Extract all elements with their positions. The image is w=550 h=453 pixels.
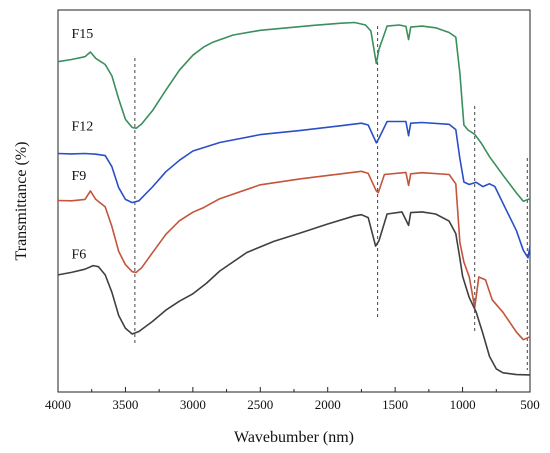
series-line-f6 [57,211,531,376]
series-line-f12 [57,120,531,259]
series-labels: F15 F12 F9 F6 [71,27,93,263]
x-tick-label-2000: 2000 [315,397,341,412]
series-label-f15: F15 [71,27,93,42]
x-tick-label-4000: 4000 [45,397,71,412]
x-tick-label-3000: 3000 [180,397,206,412]
series-label-f6: F6 [71,248,86,263]
series-label-f12: F12 [71,119,93,134]
x-tick-label-1000: 1000 [450,397,476,412]
series-group [57,21,531,376]
x-tick-label-500: 500 [520,397,540,412]
x-tick-label-2500: 2500 [247,397,273,412]
x-tick-label-3500: 3500 [112,397,138,412]
series-label-f9: F9 [71,169,86,184]
x-axis-ticks: 4000 3500 3000 2500 2000 1500 1000 500 [45,387,540,412]
y-axis-title: Transmittance (%) [13,142,30,261]
series-line-f15 [57,21,531,202]
x-axis-title: Wavebumber (nm) [234,429,354,446]
reference-lines [134,26,528,370]
x-tick-label-1500: 1500 [382,397,408,412]
